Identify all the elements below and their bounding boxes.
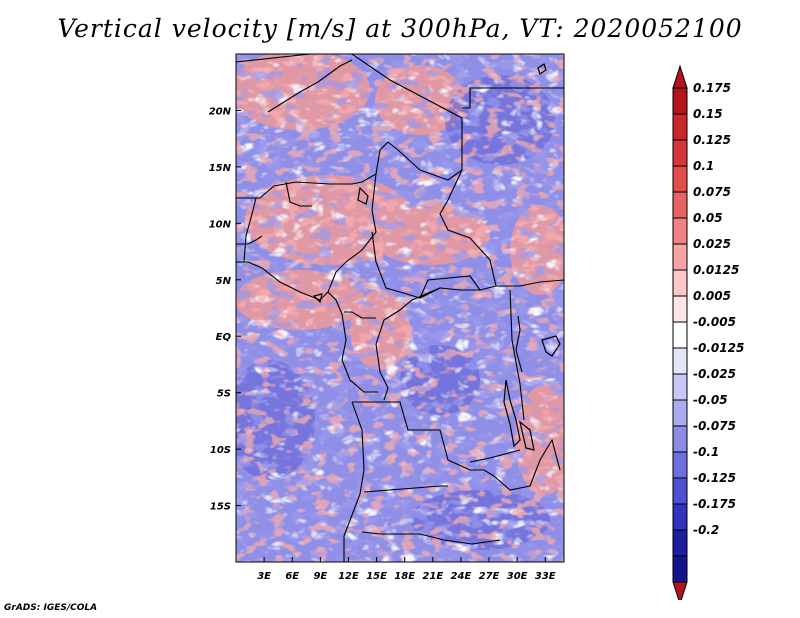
x-tick-label: 3E	[257, 571, 271, 582]
y-tick-label: 10N	[209, 219, 232, 230]
colorbar-label: -0.075	[693, 419, 736, 433]
colorbar-label: -0.0125	[693, 341, 744, 355]
colorbar-swatch	[672, 165, 688, 193]
colorbar-label: 0.025	[693, 237, 731, 251]
colorbar-swatch	[672, 555, 688, 583]
y-tick-label: 15S	[210, 502, 231, 513]
x-tick-label: 21E	[422, 571, 443, 582]
colorbar-swatch	[672, 295, 688, 323]
colorbar-swatch	[672, 139, 688, 167]
y-tick-label: 20N	[209, 106, 232, 117]
colorbar-swatch	[672, 269, 688, 297]
y-axis: 20N 15N 10N 5N EQ 5S 10S 15S	[209, 106, 241, 513]
colorbar-label: 0.15	[693, 107, 723, 121]
colorbar-swatch	[672, 217, 688, 245]
x-tick-label: 9E	[313, 571, 327, 582]
colorbar-label: 0.05	[693, 211, 723, 225]
y-tick-label: 10S	[210, 445, 231, 456]
colorbar-label: -0.125	[693, 471, 736, 485]
colorbar-swatch	[672, 373, 688, 401]
colorbar-label: 0.075	[693, 185, 731, 199]
colorbar-swatch	[672, 529, 688, 557]
colorbar-swatch	[672, 347, 688, 375]
colorbar-label: 0.005	[693, 289, 731, 303]
chart-title: Vertical velocity [m/s] at 300hPa, VT: 2…	[57, 14, 743, 43]
y-tick-label: 5N	[216, 276, 232, 287]
colorbar-swatch	[672, 503, 688, 531]
grads-credit: GrADS: IGES/COLA	[4, 603, 98, 613]
colorbar-swatch	[672, 399, 688, 427]
x-tick-label: 33E	[535, 571, 556, 582]
lakes	[312, 63, 561, 451]
colorbar-swatch	[672, 87, 688, 115]
colorbar-swatch	[672, 451, 688, 479]
x-tick-label: 18E	[394, 571, 415, 582]
x-tick-label: 27E	[479, 571, 500, 582]
colorbar: 0.175 0.15 0.125 0.1 0.075 0.05 0.025 0.0125 0.0…	[672, 64, 744, 600]
colorbar-label: -0.025	[693, 367, 736, 381]
colorbar-label: -0.005	[693, 315, 736, 329]
map-field	[236, 54, 564, 562]
x-tick-label: 6E	[285, 571, 299, 582]
colorbar-swatch	[672, 191, 688, 219]
x-tick-label: 12E	[338, 571, 359, 582]
colorbar-swatch	[672, 477, 688, 505]
colorbar-swatch	[672, 243, 688, 271]
colorbar-label: 0.0125	[693, 263, 739, 277]
colorbar-label: -0.05	[693, 393, 728, 407]
y-tick-label: 15N	[209, 163, 232, 174]
x-axis: 3E 6E 9E 12E 15E 18E 21E 24E 27E 30E 33E	[257, 557, 556, 582]
colorbar-swatch	[672, 113, 688, 141]
colorbar-swatch	[672, 425, 688, 453]
colorbar-swatch	[672, 321, 688, 349]
x-tick-label: 24E	[451, 571, 472, 582]
plot-frame	[235, 53, 565, 563]
chart: 3E 6E 9E 12E 15E 18E 21E 24E 27E 30E 33E 20N 15N 10N…	[209, 53, 744, 600]
country-borders	[236, 54, 564, 562]
colorbar-label: 0.175	[693, 81, 731, 95]
colorbar-label: 0.1	[693, 159, 714, 173]
x-tick-label: 15E	[366, 571, 387, 582]
colorbar-label: -0.2	[693, 523, 719, 537]
x-tick-label: 30E	[507, 571, 528, 582]
y-tick-label: 5S	[217, 389, 231, 400]
colorbar-bottom-arrow	[672, 581, 688, 600]
y-tick-label: EQ	[216, 332, 232, 343]
colorbar-label: -0.175	[693, 497, 736, 511]
colorbar-label: 0.125	[693, 133, 731, 147]
colorbar-top-arrow	[672, 64, 688, 89]
colorbar-label: -0.1	[693, 445, 719, 459]
